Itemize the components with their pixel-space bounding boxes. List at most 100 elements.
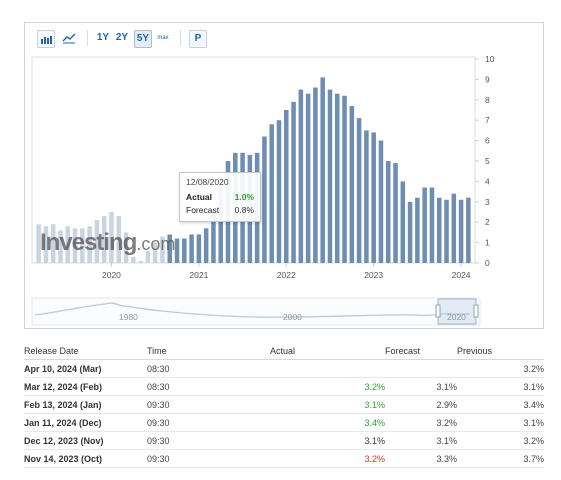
toolbar-separator	[87, 30, 88, 46]
chart-plot[interactable]: 0 1 2 3 4 5 6 7 8 9 10 2020 2021 2022 2023 2024 1980 2…	[25, 23, 545, 330]
range-max-button[interactable]: max	[157, 35, 169, 41]
bar-2022-05[interactable]	[313, 87, 318, 263]
header-release-date[interactable]: Release Date	[24, 343, 147, 360]
bar-2021-12[interactable]	[276, 120, 282, 263]
bar-2019-07[interactable]	[65, 226, 71, 263]
bar-2020-07[interactable]	[152, 242, 158, 263]
tooltip-forecast-value: 0.8%	[234, 205, 254, 215]
range-5y-button[interactable]: 5Y	[134, 30, 152, 48]
bar-2020-06[interactable]	[145, 250, 151, 263]
bar-2021-11[interactable]	[269, 124, 274, 263]
bar-2022-12[interactable]	[364, 130, 369, 263]
release-table: Release Date Time Actual Forecast Previo…	[24, 343, 544, 468]
cell-actual	[270, 359, 385, 378]
bar-2020-05[interactable]	[138, 260, 143, 263]
table-row: Mar 12, 2024 (Feb) 08:30 3.2% 3.1% 3.1%	[24, 377, 544, 396]
navigator-left-handle[interactable]	[435, 304, 441, 318]
bar-2019-08[interactable]	[72, 228, 78, 263]
tooltip-actual-value: 1.0%	[234, 192, 254, 202]
bar-2019-03[interactable]	[36, 224, 41, 263]
bar-2020-01[interactable]	[109, 212, 114, 263]
bar-2019-04[interactable]	[43, 226, 49, 263]
bar-2022-03[interactable]	[298, 89, 304, 263]
bar-2023-09[interactable]	[429, 187, 435, 263]
line-chart-glyph	[62, 33, 76, 44]
bar-2019-06[interactable]	[58, 230, 63, 263]
p-button[interactable]: P	[189, 30, 207, 48]
cell-release-date: Dec 12, 2023 (Nov)	[24, 431, 147, 450]
bar-2023-07[interactable]	[415, 197, 420, 263]
chart-toolbar: 1Y 2Y 5Y max P	[25, 23, 543, 53]
bar-2023-10[interactable]	[436, 197, 442, 263]
cell-actual: 3.1%	[270, 395, 385, 414]
bar-2019-05[interactable]	[50, 224, 56, 263]
bar-2022-09[interactable]	[342, 95, 347, 263]
bar-2022-07[interactable]	[327, 89, 333, 263]
y-tick-label: 4	[485, 176, 490, 186]
bar-2019-12[interactable]	[101, 216, 107, 263]
bar-2024-02[interactable]	[466, 197, 471, 263]
bar-2023-08[interactable]	[422, 187, 427, 263]
cell-forecast: 3.3%	[385, 449, 457, 468]
bar-2021-02[interactable]	[203, 228, 209, 263]
bar-2020-04[interactable]	[131, 256, 136, 263]
bar-2020-09[interactable]	[167, 234, 172, 263]
bar-chart-glyph	[41, 36, 52, 44]
bar-2023-01[interactable]	[371, 132, 376, 263]
navigator-label-2000: 2000	[283, 312, 302, 322]
bar-2023-02[interactable]	[378, 140, 384, 263]
x-tick-label: 2024	[452, 270, 471, 280]
y-axis: 0 1 2 3 4 5 6 7 8 9 10	[475, 54, 495, 268]
header-previous[interactable]: Previous	[457, 343, 544, 360]
watermark-suffix: .com	[136, 234, 176, 254]
bar-2019-10[interactable]	[87, 226, 92, 263]
bar-2020-10[interactable]	[174, 238, 180, 263]
cell-release-date: Mar 12, 2024 (Feb)	[24, 377, 147, 396]
cell-time: 09:30	[147, 413, 270, 432]
line-chart-icon[interactable]	[61, 30, 77, 46]
navigator-label-2020: 2020	[447, 312, 466, 322]
bar-2021-10[interactable]	[262, 136, 267, 263]
header-time[interactable]: Time	[147, 343, 270, 360]
bar-2022-08[interactable]	[335, 93, 340, 264]
bar-2020-12[interactable]	[189, 234, 194, 263]
range-2y-button[interactable]: 2Y	[115, 32, 129, 43]
bar-2022-06[interactable]	[320, 77, 325, 263]
bar-2023-12[interactable]	[451, 193, 457, 263]
bar-2022-04[interactable]	[305, 93, 311, 264]
bar-2020-11[interactable]	[182, 238, 187, 263]
cell-time: 09:30	[147, 431, 270, 450]
cell-previous: 3.1%	[457, 413, 544, 432]
bar-2020-02[interactable]	[116, 216, 122, 263]
table-row: Nov 14, 2023 (Oct) 09:30 3.2% 3.3% 3.7%	[24, 449, 544, 468]
bar-2022-01[interactable]	[284, 110, 289, 263]
bar-2022-10[interactable]	[349, 105, 355, 263]
y-tick-label: 10	[485, 54, 495, 64]
range-1y-button[interactable]: 1Y	[96, 32, 110, 43]
bar-2022-11[interactable]	[356, 118, 362, 263]
bar-2023-06[interactable]	[407, 201, 413, 263]
bar-2023-04[interactable]	[393, 163, 398, 263]
bar-2019-11[interactable]	[94, 220, 100, 263]
header-forecast[interactable]: Forecast	[385, 343, 457, 360]
bar-2024-01[interactable]	[458, 199, 464, 263]
bar-chart-icon[interactable]	[37, 30, 55, 48]
bar-2021-01[interactable]	[196, 234, 202, 263]
bar-2022-02[interactable]	[291, 101, 296, 263]
x-tick-label: 2021	[189, 270, 208, 280]
navigator-right-handle[interactable]	[473, 304, 479, 318]
bar-2020-08[interactable]	[160, 236, 165, 263]
bar-2020-03[interactable]	[123, 232, 129, 263]
bar-2021-03[interactable]	[211, 209, 216, 263]
bar-2019-09[interactable]	[80, 228, 85, 263]
cell-actual: 3.4%	[270, 413, 385, 432]
tooltip-actual-row: Actual 1.0%	[186, 192, 254, 202]
table-row: Dec 12, 2023 (Nov) 09:30 3.1% 3.1% 3.2%	[24, 431, 544, 450]
bar-2023-05[interactable]	[400, 181, 406, 263]
cell-release-date: Jan 11, 2024 (Dec)	[24, 413, 147, 432]
cell-forecast: 3.2%	[385, 413, 457, 432]
plot-area-frame	[31, 56, 476, 264]
bar-2023-03[interactable]	[385, 161, 391, 263]
header-actual[interactable]: Actual	[270, 343, 385, 360]
bar-2023-11[interactable]	[444, 199, 449, 263]
